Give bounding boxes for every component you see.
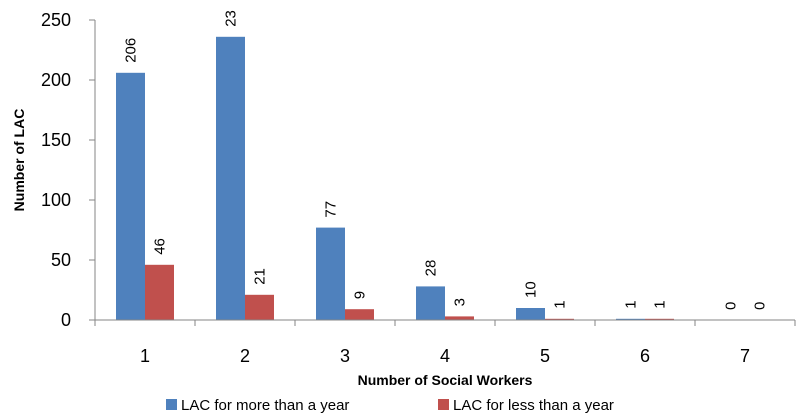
y-tick-label: 0 — [61, 310, 71, 330]
x-axis-ticks: 1 2 3 4 5 6 7 — [94, 320, 796, 366]
x-tick-label: 1 — [140, 346, 150, 366]
y-tick-label: 200 — [41, 70, 71, 90]
data-label: 206 — [123, 38, 140, 63]
bar — [645, 318, 674, 320]
x-tick-label: 6 — [640, 346, 650, 366]
bar — [516, 308, 545, 320]
data-label: 10 — [523, 281, 540, 298]
data-label: 3 — [452, 298, 469, 306]
data-label: 23 — [223, 10, 240, 27]
data-label: 0 — [723, 302, 740, 310]
bar — [316, 227, 345, 320]
data-label: 46 — [152, 238, 169, 255]
bar — [416, 286, 445, 320]
y-axis-title: Number of LAC — [11, 109, 27, 212]
x-tick-label: 5 — [540, 346, 550, 366]
x-tick-label: 7 — [740, 346, 750, 366]
x-tick-label: 2 — [240, 346, 250, 366]
legend-label: LAC for more than a year — [181, 397, 349, 414]
data-label: 9 — [352, 291, 369, 299]
legend-label: LAC for less than a year — [453, 397, 614, 414]
legend: LAC for more than a year LAC for less tha… — [166, 397, 614, 414]
legend-swatch — [438, 399, 449, 410]
data-label: 1 — [652, 300, 669, 308]
y-tick-label: 150 — [41, 130, 71, 150]
data-label: 21 — [252, 268, 269, 285]
bar — [245, 294, 274, 320]
y-tick-label: 100 — [41, 190, 71, 210]
data-label: 1 — [552, 300, 569, 308]
x-tick-label: 4 — [440, 346, 450, 366]
bar — [216, 36, 245, 321]
data-label: 0 — [752, 302, 769, 310]
bar — [345, 309, 374, 320]
legend-swatch — [166, 399, 177, 410]
bar — [145, 264, 174, 320]
y-axis-ticks: 0 50 100 150 200 250 — [41, 10, 95, 330]
bars — [116, 36, 674, 321]
data-label: 28 — [423, 260, 440, 277]
bar — [445, 316, 474, 320]
y-tick-label: 250 — [41, 10, 71, 30]
data-label: 77 — [323, 201, 340, 218]
x-axis-title: Number of Social Workers — [358, 372, 533, 388]
y-tick-label: 50 — [51, 250, 71, 270]
data-label: 1 — [623, 300, 640, 308]
bar — [116, 72, 145, 320]
bar — [545, 318, 574, 320]
x-tick-label: 3 — [340, 346, 350, 366]
bar — [616, 318, 645, 320]
